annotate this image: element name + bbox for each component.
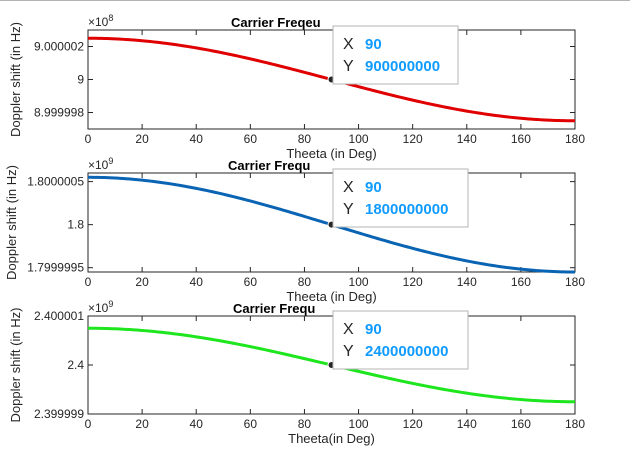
y-exponent-label: ×109: [88, 299, 113, 315]
x-tick-label: 0: [85, 132, 92, 146]
x-tick-label: 40: [190, 417, 204, 431]
y-exponent-power: 9: [108, 156, 113, 166]
x-tick-label: 40: [190, 132, 204, 146]
datatip-x-value: 90: [365, 179, 382, 196]
y-tick-label: 2.400001: [34, 309, 84, 323]
datatip-y-key: Y: [343, 343, 354, 360]
y-tick-label: 8.999998: [34, 106, 84, 120]
x-axis-label: Theeta (in Deg): [286, 146, 376, 161]
y-axis-label: Doppler shift (in Hz): [8, 22, 23, 137]
datatip-box: [332, 25, 459, 85]
datatip-y-value: 900000000: [365, 58, 440, 75]
y-axis-label: Doppler shift (in Hz): [8, 308, 23, 423]
x-tick-label: 120: [403, 132, 423, 146]
y-tick-label: 9.000002: [34, 40, 84, 54]
x-tick-label: 140: [457, 275, 477, 289]
x-tick-label: 160: [511, 132, 531, 146]
datatip-x-value: 90: [365, 36, 382, 53]
x-tick-label: 0: [85, 275, 92, 289]
subplot-title: Carrier Freqeu: [231, 15, 321, 30]
datatip-box: [332, 310, 469, 370]
subplot-title: Carrier Frequ: [228, 158, 310, 173]
window-top-border: [0, 0, 630, 1]
x-tick-label: 0: [85, 417, 92, 431]
datatip-x-key: X: [343, 179, 354, 196]
datatip[interactable]: X 90 Y 2400000000: [332, 310, 469, 370]
x-tick-label: 80: [298, 417, 312, 431]
y-exponent-base: ×10: [88, 158, 109, 172]
x-tick-label: 40: [190, 275, 204, 289]
subplot-2: 0 20 40 60 80 100 120 140 160 180 1.8000005 1.8 1.79…: [4, 156, 585, 304]
y-exponent-label: ×108: [88, 13, 113, 29]
x-tick-label: 80: [298, 132, 312, 146]
y-tick-label: 2.4: [67, 358, 84, 372]
x-tick-label: 20: [135, 132, 149, 146]
subplot-title: Carrier Frequ: [233, 301, 315, 316]
y-tick-label: 1.7999995: [27, 261, 84, 275]
datatip-x-key: X: [343, 36, 354, 53]
x-tick-label: 160: [511, 275, 531, 289]
datatip-y-key: Y: [343, 201, 354, 218]
datatip[interactable]: X 90 Y 1800000000: [332, 168, 469, 228]
y-tick-label: 1.8000005: [27, 175, 84, 189]
x-tick-label: 60: [244, 417, 258, 431]
x-tick-label: 120: [403, 417, 423, 431]
datatip-y-key: Y: [343, 58, 354, 75]
datatip-x-key: X: [343, 321, 354, 338]
y-exponent-base: ×10: [88, 301, 109, 315]
x-tick-label: 100: [349, 417, 369, 431]
x-tick-label: 160: [511, 417, 531, 431]
x-tick-label: 120: [403, 275, 423, 289]
x-tick-label: 100: [349, 275, 369, 289]
x-axis-label: Theeta(in Deg): [288, 431, 375, 446]
y-tick-label: 1.8: [67, 218, 84, 232]
x-tick-label: 180: [565, 275, 585, 289]
x-tick-label: 80: [298, 275, 312, 289]
y-exponent-label: ×109: [88, 156, 113, 172]
y-tick-label: 9: [77, 73, 84, 87]
datatip-box: [332, 168, 469, 228]
y-exponent-power: 8: [108, 13, 113, 23]
y-exponent-base: ×10: [88, 15, 109, 29]
y-tick-label: 2.399999: [34, 407, 84, 421]
x-tick-label: 180: [565, 417, 585, 431]
x-tick-label: 60: [244, 132, 258, 146]
datatip-y-value: 2400000000: [365, 343, 448, 360]
y-axis-label: Doppler shift (in Hz): [4, 165, 19, 280]
datatip-y-value: 1800000000: [365, 201, 448, 218]
axes-box: [87, 172, 576, 273]
x-tick-label: 180: [565, 132, 585, 146]
x-tick-label: 20: [135, 417, 149, 431]
x-tick-label: 140: [457, 132, 477, 146]
subplot-1: 0 20 40 60 80 100 120 140 160 180 9.000002 9 8.99999…: [8, 13, 585, 161]
subplot-3: 0 20 40 60 80 100 120 140 160 180 2.400001 2.4 2.399…: [8, 299, 585, 446]
datatip-x-value: 90: [365, 321, 382, 338]
x-tick-label: 100: [349, 132, 369, 146]
x-tick-label: 140: [457, 417, 477, 431]
x-tick-label: 20: [135, 275, 149, 289]
y-exponent-power: 9: [108, 299, 113, 309]
datatip[interactable]: X 90 Y 900000000: [332, 25, 459, 85]
x-axis-label: Theeta (in Deg): [286, 289, 376, 304]
x-tick-label: 60: [244, 275, 258, 289]
